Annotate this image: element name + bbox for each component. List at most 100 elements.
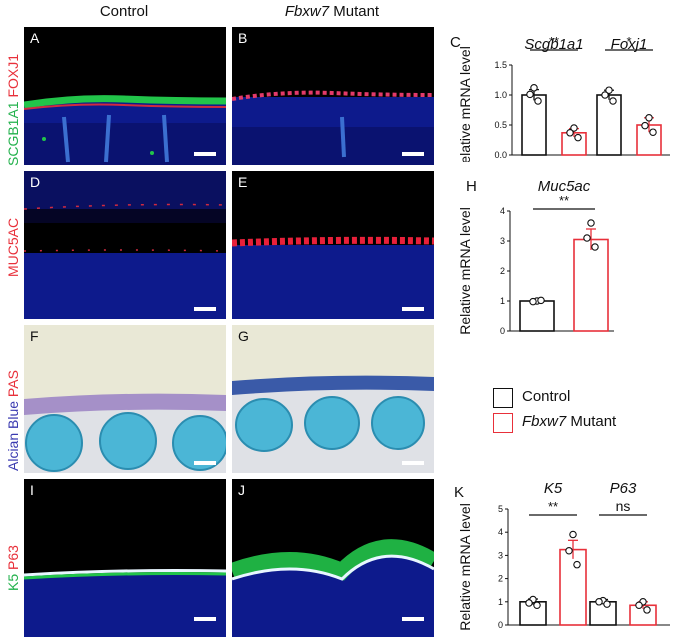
chart-k-sig-label-k5: ** xyxy=(548,499,558,514)
chart-c-bar-foxj1-mutant xyxy=(636,124,662,156)
panel-b-label: B xyxy=(238,30,248,46)
chart-c-ytick-label-3: 1.5 xyxy=(494,60,507,70)
row1-label-a: SCGB1A1 xyxy=(5,101,21,166)
chart-c-point-foxj1-control-2 xyxy=(609,97,617,105)
chart-k-point-k5-mutant-0 xyxy=(569,530,577,539)
row4-label-b: P63 xyxy=(5,545,21,570)
chart-c-panel-label: C xyxy=(450,34,461,51)
panel-e-scalebar xyxy=(402,307,424,311)
legend-mutant-gene: Fbxw7 xyxy=(522,413,567,430)
panel-b-scalebar xyxy=(402,152,424,156)
chart-h-point-muc5ac-mutant-2 xyxy=(591,243,599,251)
row3-label-b: PAS xyxy=(5,370,21,398)
chart-k-ytick-label-1: 1 xyxy=(498,597,503,607)
panel-b-image: B xyxy=(232,27,434,165)
row-label-2: MUC5AC xyxy=(5,218,21,277)
chart-k-group-label-k5: K5 xyxy=(544,480,563,497)
chart-h-ytick-label-1: 1 xyxy=(500,296,505,306)
chart-h-ylabel: Relative mRNA level xyxy=(457,207,473,335)
chart-k-ytick-label-2: 2 xyxy=(498,574,503,584)
panel-f-label: F xyxy=(30,328,39,344)
column-header-mutant: Fbxw7 Mutant xyxy=(232,3,432,20)
chart-c-point-foxj1-mutant-2 xyxy=(649,128,657,136)
chart-h-ytick-label-3: 3 xyxy=(500,236,505,246)
legend-control-label: Control xyxy=(522,388,571,405)
panel-e-image: E xyxy=(232,171,434,319)
chart-h-panel-label: H xyxy=(466,178,477,195)
panel-e-label: E xyxy=(238,174,248,190)
panel-g-label: G xyxy=(238,328,249,344)
chart-k-point-k5-control-1 xyxy=(525,599,533,607)
chart-h-ytick-label-0: 0 xyxy=(500,326,505,336)
chart-h-ytick-label-2: 2 xyxy=(500,266,505,276)
chart-k-ytick-label-4: 4 xyxy=(498,527,503,537)
chart-c-bar-scgb1a1-control xyxy=(521,94,547,156)
chart-k-ytick-label-0: 0 xyxy=(498,620,503,630)
chart-c-sig-label-foxj1: * xyxy=(626,34,631,49)
panel-a-micrograph xyxy=(24,95,226,165)
chart-k-bar-p63-control xyxy=(589,601,617,626)
chart-c-group-label-foxj1: Foxj1 xyxy=(611,36,648,53)
panel-d-scalebar xyxy=(194,307,216,311)
legend-control-swatch xyxy=(493,388,513,408)
chart-k-group-label-p63: P63 xyxy=(610,480,637,497)
chart-h-point-muc5ac-control-1 xyxy=(529,297,537,306)
panel-i-label: I xyxy=(30,482,34,498)
chart-k-sig-label-p63: ns xyxy=(616,498,631,514)
chart-h: H Relative mRNA level 0 1 2 3 4 Muc5ac** xyxy=(457,178,614,336)
panel-j-image: J xyxy=(232,479,434,637)
legend-mutant-swatch xyxy=(493,413,513,433)
chart-c-bar-foxj1-control xyxy=(596,94,622,156)
panel-e-micrograph xyxy=(232,236,434,319)
legend-mutant-suffix: Mutant xyxy=(566,413,617,430)
panel-a-image: A xyxy=(24,27,226,165)
chart-c-point-scgb1a1-mutant-0 xyxy=(570,124,578,132)
chart-h-bar-muc5ac-control xyxy=(519,300,555,332)
panel-j-micrograph xyxy=(232,539,434,637)
chart-h-sig-label-muc5ac: ** xyxy=(559,193,569,208)
chart-h-ytick-label-4: 4 xyxy=(500,206,505,216)
panel-d-micrograph xyxy=(24,171,226,319)
chart-h-bar-muc5ac-mutant xyxy=(573,238,609,332)
chart-k-bar-k5-control xyxy=(519,601,547,626)
chart-k-point-p63-control-1 xyxy=(595,598,603,606)
panel-d-image: D xyxy=(24,171,226,319)
chart-c-point-scgb1a1-mutant-1 xyxy=(566,129,574,137)
mutant-gene-name: Fbxw7 xyxy=(284,3,330,20)
chart-k-bar-k5-mutant xyxy=(559,548,587,626)
row-label-4: K5 P63 xyxy=(5,545,21,591)
row-label-1: SCGB1A1 FOXJ1 xyxy=(5,54,21,166)
chart-k-ytick-label-5: 5 xyxy=(498,504,503,514)
row1-label-b: FOXJ1 xyxy=(5,53,21,98)
panel-g-image: G xyxy=(232,325,434,473)
chart-k-ytick-label-3: 3 xyxy=(498,550,503,560)
panel-b-micrograph xyxy=(232,90,434,165)
row4-label-a: K5 xyxy=(5,573,21,591)
chart-c-ytick-label-2: 1.0 xyxy=(494,90,507,100)
chart-h-group-label-muc5ac: Muc5ac xyxy=(538,178,591,195)
chart-k-point-p63-control-2 xyxy=(603,600,611,608)
mutant-suffix: Mutant xyxy=(329,3,380,20)
panel-j-label: J xyxy=(238,482,245,498)
panel-i-scalebar xyxy=(194,617,216,621)
chart-c-ylabel: Relative mRNA level xyxy=(457,46,473,162)
chart-h-point-muc5ac-mutant-0 xyxy=(587,219,595,227)
chart-k-point-p63-mutant-1 xyxy=(635,601,643,610)
chart-c-point-foxj1-mutant-0 xyxy=(645,114,653,122)
panel-a-label: A xyxy=(30,30,40,46)
chart-k-point-k5-control-2 xyxy=(533,601,541,610)
panel-i-image: I xyxy=(24,479,226,637)
chart-c-ytick-label-0: 0.0 xyxy=(494,150,507,160)
chart-h-point-muc5ac-control-2 xyxy=(537,296,545,305)
chart-h-point-muc5ac-mutant-1 xyxy=(583,234,591,242)
panel-g-scalebar xyxy=(402,461,424,465)
panel-d-label: D xyxy=(30,174,41,190)
panel-a-scalebar xyxy=(194,152,216,156)
chart-k-ylabel: Relative mRNA level xyxy=(457,503,473,631)
chart-c-ytick-label-1: 0.5 xyxy=(494,120,507,130)
row-label-3: Alcian Blue PAS xyxy=(5,370,21,471)
chart-k-panel-label: K xyxy=(454,484,464,501)
chart-c-point-foxj1-mutant-1 xyxy=(641,121,649,130)
row3-label-a: Alcian Blue xyxy=(5,400,21,471)
